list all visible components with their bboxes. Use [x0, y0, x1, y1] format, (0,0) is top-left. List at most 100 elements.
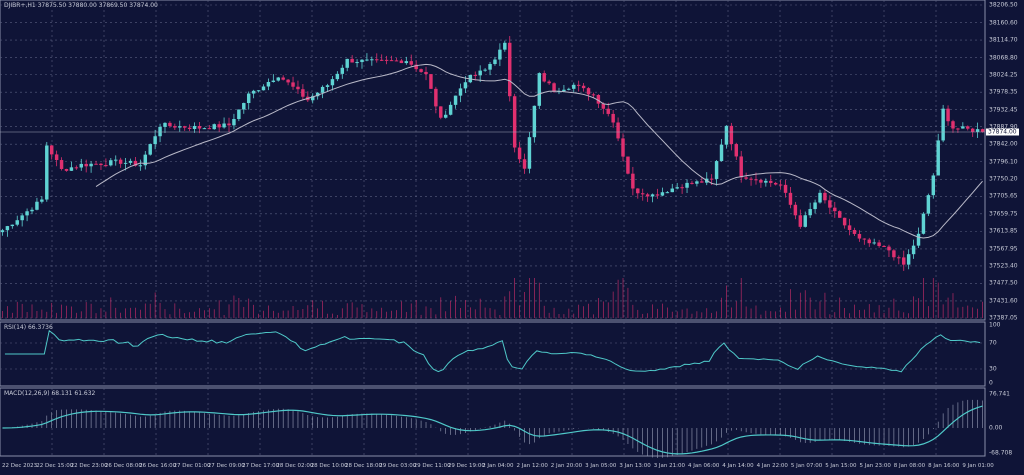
- candle: [522, 159, 527, 169]
- candle: [463, 82, 468, 89]
- candle: [739, 156, 743, 178]
- candle: [30, 209, 34, 212]
- time-label: 4 Jan 14:00: [722, 463, 754, 469]
- candle: [84, 163, 88, 167]
- candle: [956, 128, 960, 130]
- time-label: 8 Jan 08:00: [893, 463, 926, 469]
- candle: [980, 129, 985, 132]
- candle: [399, 60, 404, 64]
- candle: [355, 62, 359, 64]
- candle: [281, 77, 285, 80]
- candle: [242, 103, 246, 110]
- candle: [567, 88, 571, 90]
- candle: [916, 233, 921, 246]
- candle: [79, 163, 83, 168]
- moving-average-line: [95, 63, 983, 239]
- price-label: 37887.90: [989, 123, 1018, 131]
- candle: [537, 73, 542, 106]
- price-label: 37477.50: [989, 279, 1018, 287]
- price-label: 37842.00: [989, 140, 1018, 148]
- candle: [89, 163, 93, 167]
- candle: [448, 104, 453, 115]
- candle: [173, 126, 177, 128]
- candle: [360, 59, 364, 63]
- candle: [365, 59, 369, 61]
- candle: [842, 217, 847, 226]
- macd-signal-line: [2, 405, 983, 455]
- candle: [237, 109, 241, 119]
- candle: [45, 145, 49, 200]
- candle: [276, 77, 280, 81]
- candle: [315, 92, 320, 97]
- candle: [453, 95, 458, 105]
- candle: [562, 89, 566, 92]
- candle: [182, 126, 187, 128]
- candle: [10, 224, 15, 227]
- price-label: 38160.60: [989, 19, 1018, 27]
- rsi-level-30: 30: [989, 365, 997, 373]
- candle: [769, 180, 773, 183]
- macd-title: MACD(12,26,9) 68.131 61.632: [4, 390, 96, 397]
- candle: [370, 59, 374, 61]
- candle: [178, 126, 182, 128]
- candle: [133, 160, 138, 166]
- time-label: 2 Jan 20:00: [550, 463, 583, 469]
- candle: [5, 226, 10, 231]
- candle: [852, 229, 857, 234]
- price-label: 37431.60: [989, 297, 1018, 305]
- time-label: 29 Dec 11:00: [413, 463, 451, 469]
- price-label: 37567.95: [989, 245, 1018, 253]
- candle: [251, 90, 256, 94]
- candle: [379, 59, 384, 61]
- candle: [931, 175, 936, 196]
- candle: [744, 177, 748, 179]
- candle: [596, 94, 601, 104]
- candle: [443, 114, 448, 118]
- candle: [788, 192, 793, 205]
- candle: [970, 128, 975, 132]
- candle: [552, 83, 556, 92]
- candle: [611, 113, 615, 123]
- candle: [123, 162, 128, 164]
- candle: [626, 156, 630, 174]
- time-label: 29 Dec 19:00: [447, 463, 485, 469]
- candle: [700, 181, 704, 183]
- candle: [966, 126, 970, 129]
- candle: [719, 144, 724, 162]
- candle: [40, 199, 44, 202]
- time-label: 27 Dec 09:00: [207, 463, 245, 469]
- candle: [892, 250, 896, 258]
- candle: [645, 194, 650, 197]
- time-label: 22 Dec 15:00: [36, 463, 74, 469]
- candle: [163, 122, 167, 127]
- candle: [54, 154, 59, 161]
- candle: [887, 246, 891, 251]
- candle: [0, 230, 5, 233]
- candle: [187, 127, 192, 129]
- candle: [818, 192, 822, 203]
- candle: [872, 242, 876, 244]
- candle: [394, 60, 399, 62]
- candle: [808, 209, 812, 216]
- time-label: 8 Jan 16:00: [928, 463, 960, 469]
- candle: [975, 129, 980, 132]
- time-label: 26 Dec 16:00: [139, 463, 177, 469]
- candle: [478, 70, 482, 76]
- candle: [729, 125, 734, 145]
- candle: [512, 96, 517, 148]
- candle: [232, 118, 236, 126]
- candle: [601, 103, 606, 109]
- candle: [616, 122, 620, 139]
- candle: [473, 74, 477, 76]
- candle: [734, 144, 739, 157]
- candle: [837, 211, 842, 218]
- price-label: 37523.40: [989, 262, 1018, 270]
- candle: [104, 165, 108, 167]
- candle: [74, 167, 79, 169]
- candle: [685, 182, 689, 188]
- rsi-title: RSI(14) 66.3736: [4, 324, 53, 331]
- candle: [759, 179, 763, 183]
- price-label: 37613.85: [989, 227, 1018, 235]
